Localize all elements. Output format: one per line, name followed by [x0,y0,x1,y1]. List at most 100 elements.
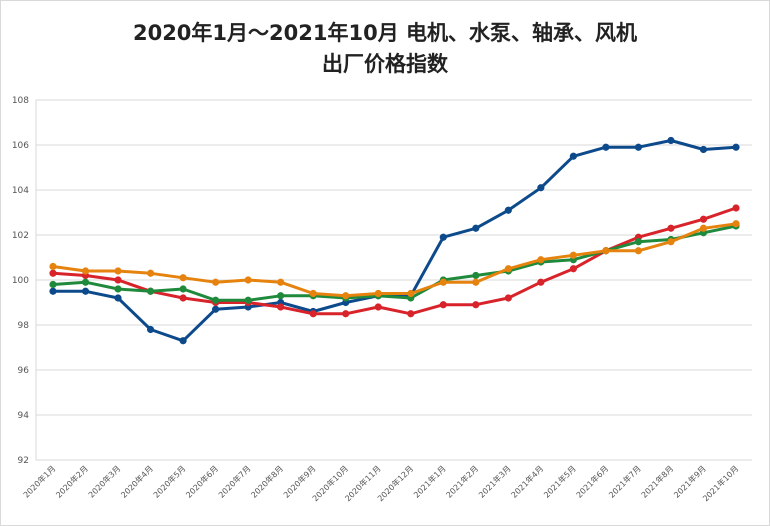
data-point [244,296,252,304]
y-tick-label: 104 [12,186,29,196]
data-point [504,265,512,273]
series-4 [49,220,740,300]
data-point [407,310,415,318]
data-point [179,294,187,302]
data-point [472,301,480,309]
data-point [732,220,740,228]
data-point [732,204,740,212]
data-point [49,269,57,277]
grid-lines [35,99,752,461]
data-point [504,206,512,214]
x-tick-label: 2021年5月 [541,463,577,499]
data-point [472,278,480,286]
series-2 [49,204,740,318]
x-tick-label: 2021年2月 [444,463,480,499]
data-point [179,285,187,293]
x-tick-label: 2020年3月 [86,463,122,499]
data-point [374,289,382,298]
data-point [114,285,122,293]
data-point [537,184,545,192]
data-point [49,280,57,289]
series-line [51,206,738,316]
y-tick-label: 92 [18,456,29,466]
data-point [667,224,675,232]
data-point [569,152,577,160]
data-point [504,294,512,302]
data-point [667,238,675,246]
data-point [699,145,708,154]
x-tick-label: 2021年8月 [639,463,675,499]
x-tick-label: 2020年2月 [54,463,90,499]
data-point [537,256,545,264]
data-point [179,274,187,282]
x-tick-label: 2020年8月 [249,463,285,499]
data-point [732,143,740,151]
data-point [212,305,220,313]
data-point [699,215,708,223]
data-point [374,303,382,311]
y-tick-label: 102 [12,231,29,241]
series-group [49,136,740,345]
x-tick-label: 2021年4月 [509,463,545,499]
data-point [602,143,610,151]
data-point [699,224,708,232]
data-point [602,247,610,255]
data-point [439,278,447,286]
data-point [49,287,57,295]
data-point [472,224,480,232]
data-point [277,303,285,311]
x-tick-label: 2021年1月 [411,463,447,499]
data-point [569,251,577,259]
data-point [244,276,252,284]
x-tick-label: 2020年7月 [216,463,252,499]
y-tick-label: 98 [18,321,30,331]
chart-title: 2020年1月～2021年10月 电机、水泵、轴承、风机 出厂价格指数 [0,18,770,80]
x-tick-label: 2020年1月 [21,463,57,499]
data-point [212,278,220,286]
data-point [634,143,643,151]
y-tick-label: 108 [12,96,29,106]
y-tick-label: 94 [18,411,30,421]
data-point [439,301,447,309]
x-tick-label: 2021年9月 [672,463,708,499]
y-axis-ticks: 92 94 96 98 100 102 104 106 108 [12,96,29,466]
data-point [309,310,317,318]
data-point [407,289,415,298]
x-tick-label: 2020年5月 [151,463,187,499]
data-point [439,233,447,241]
y-tick-label: 100 [12,276,29,286]
data-point [146,269,155,277]
y-tick-label: 96 [18,366,30,376]
data-point [472,271,480,280]
data-point [537,278,545,286]
x-tick-label: 2020年6月 [184,463,220,499]
data-point [179,337,187,345]
data-point [49,262,57,271]
y-tick-label: 106 [12,141,29,151]
chart-title-line-2: 出厂价格指数 [322,52,448,76]
data-point [667,136,675,145]
data-point [277,278,285,286]
data-point [114,276,122,284]
data-point [342,310,350,318]
data-point [212,296,220,304]
data-point [277,292,285,300]
data-point [114,294,122,302]
data-point [342,292,350,300]
data-point [634,247,643,255]
data-point [114,267,122,275]
x-tick-label: 2020年9月 [281,463,317,499]
x-tick-label: 2021年3月 [476,463,512,499]
chart-title-line-1: 2020年1月～2021年10月 电机、水泵、轴承、风机 [132,21,638,45]
data-point [309,289,317,298]
x-tick-label: 2021年7月 [606,463,642,499]
data-point [81,267,90,275]
series-line [51,222,738,298]
data-point [146,287,155,295]
data-point [146,325,155,334]
x-tick-label: 2021年6月 [574,463,610,499]
x-tick-label: 2020年4月 [119,463,155,499]
data-point [81,278,90,286]
